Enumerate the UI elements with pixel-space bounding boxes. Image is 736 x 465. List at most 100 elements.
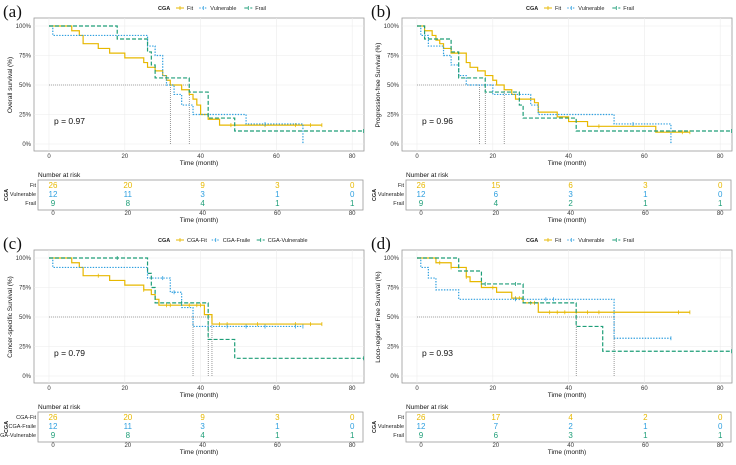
x-tick-label: 20 — [121, 154, 128, 160]
x-tick-label: 40 — [565, 386, 572, 392]
x-tick-label: 60 — [273, 386, 280, 392]
risk-count: 9 — [200, 413, 205, 422]
risk-count: 1 — [275, 190, 280, 199]
survival-curve-frail — [417, 25, 732, 132]
risk-count: 3 — [275, 413, 280, 422]
risk-x-tick-label: 0 — [51, 443, 55, 449]
legend-label: Vulnerable — [578, 238, 604, 244]
risk-x-tick-label: 0 — [419, 211, 423, 217]
risk-table-title: Number at risk — [38, 172, 81, 179]
risk-row-label: Vulnerable — [378, 192, 404, 198]
risk-count: 0 — [350, 181, 355, 190]
risk-count: 12 — [49, 422, 58, 431]
p-value: p = 0.96 — [422, 116, 453, 126]
survival-curve-vulnerable — [417, 257, 671, 339]
x-tick-label: 40 — [197, 386, 204, 392]
risk-x-tick-label: 60 — [642, 443, 649, 449]
y-tick-label: 100% — [384, 256, 400, 262]
risk-count: 0 — [718, 190, 723, 199]
panel-label: (b) — [371, 2, 391, 21]
risk-count: 0 — [718, 413, 723, 422]
risk-count: 9 — [200, 181, 205, 190]
legend-label: Vulnerable — [210, 6, 236, 12]
risk-count: 26 — [49, 413, 58, 422]
risk-count: 0 — [350, 190, 355, 199]
x-tick-label: 40 — [565, 154, 572, 160]
legend-label: CGA-Fraile — [223, 238, 251, 244]
x-axis-title: Time (month) — [180, 160, 218, 167]
legend-label: Frail — [623, 238, 634, 244]
x-tick-label: 80 — [717, 386, 724, 392]
y-tick-label: 75% — [19, 54, 32, 60]
y-tick-label: 100% — [16, 256, 32, 262]
risk-x-axis-title: Time (month) — [180, 449, 218, 456]
survival-curve-frail — [49, 25, 364, 132]
risk-x-tick-label: 20 — [124, 443, 131, 449]
legend: CGA Fit Vulnerable Frail — [526, 6, 634, 12]
panel-label: (d) — [371, 234, 391, 253]
survival-curve-vulnerable — [49, 25, 304, 144]
risk-count: 2 — [643, 413, 648, 422]
risk-group-label: CGA — [4, 421, 10, 433]
y-tick-label: 25% — [19, 113, 32, 119]
risk-count: 26 — [417, 413, 426, 422]
legend-title: CGA — [158, 238, 170, 244]
x-tick-label: 80 — [717, 154, 724, 160]
risk-count: 15 — [491, 181, 500, 190]
x-tick-label: 0 — [415, 386, 419, 392]
risk-count: 1 — [350, 199, 355, 208]
risk-x-tick-label: 80 — [349, 211, 356, 217]
risk-group-label: CGA — [372, 421, 378, 433]
y-tick-label: 100% — [384, 24, 400, 30]
y-tick-label: 50% — [387, 83, 400, 89]
y-axis-title: Loco-regional Free Survival (%) — [375, 271, 382, 362]
x-tick-label: 60 — [641, 154, 648, 160]
panel-label: (a) — [3, 2, 22, 21]
risk-count: 26 — [49, 181, 58, 190]
survival-curve-cga-vulnerable — [49, 257, 364, 359]
risk-count: 1 — [643, 199, 648, 208]
risk-count: 0 — [718, 181, 723, 190]
risk-count: 26 — [417, 181, 426, 190]
x-tick-label: 20 — [489, 386, 496, 392]
risk-count: 8 — [126, 431, 131, 440]
risk-row-label: CGA-Fit — [16, 415, 36, 421]
risk-row-label: Vulnerable — [10, 192, 36, 198]
legend: CGA Fit Vulnerable Frail — [526, 238, 634, 244]
risk-count: 1 — [718, 431, 723, 440]
x-tick-label: 20 — [489, 154, 496, 160]
risk-count: 3 — [275, 181, 280, 190]
x-tick-label: 40 — [197, 154, 204, 160]
risk-x-axis-title: Time (month) — [180, 217, 218, 224]
risk-table-title: Number at risk — [406, 404, 449, 411]
x-tick-label: 60 — [273, 154, 280, 160]
y-tick-label: 75% — [387, 286, 400, 292]
y-tick-label: 25% — [387, 345, 400, 351]
risk-x-tick-label: 20 — [124, 211, 131, 217]
risk-x-tick-label: 60 — [274, 211, 281, 217]
risk-x-tick-label: 20 — [492, 211, 499, 217]
survival-curve-frail — [417, 257, 732, 352]
legend-title: CGA — [526, 6, 538, 12]
risk-count: 3 — [200, 422, 205, 431]
risk-count: 1 — [643, 422, 648, 431]
risk-count: 9 — [51, 431, 56, 440]
y-axis-title: Overall survival (%) — [7, 57, 14, 113]
risk-count: 4 — [200, 431, 205, 440]
y-tick-label: 75% — [19, 286, 32, 292]
risk-x-tick-label: 80 — [717, 443, 724, 449]
y-tick-label: 0% — [390, 142, 399, 148]
legend: CGA Fit Vulnerable Frail — [158, 6, 266, 12]
legend-label: Fit — [555, 238, 562, 244]
risk-row-label: CGA-Fraile — [8, 424, 36, 430]
x-tick-label: 20 — [121, 386, 128, 392]
p-value: p = 0.97 — [54, 116, 85, 126]
risk-count: 12 — [417, 190, 426, 199]
risk-count: 9 — [419, 199, 424, 208]
risk-count: 9 — [51, 199, 56, 208]
p-value: p = 0.79 — [54, 348, 85, 358]
legend-title: CGA — [526, 238, 538, 244]
km-panel: (d) CGA Fit Vulnerable Frail 0% 25% 50% 75% 100% 0… — [371, 234, 733, 456]
y-axis-title: Cancer-specific Survival (%) — [7, 276, 14, 358]
